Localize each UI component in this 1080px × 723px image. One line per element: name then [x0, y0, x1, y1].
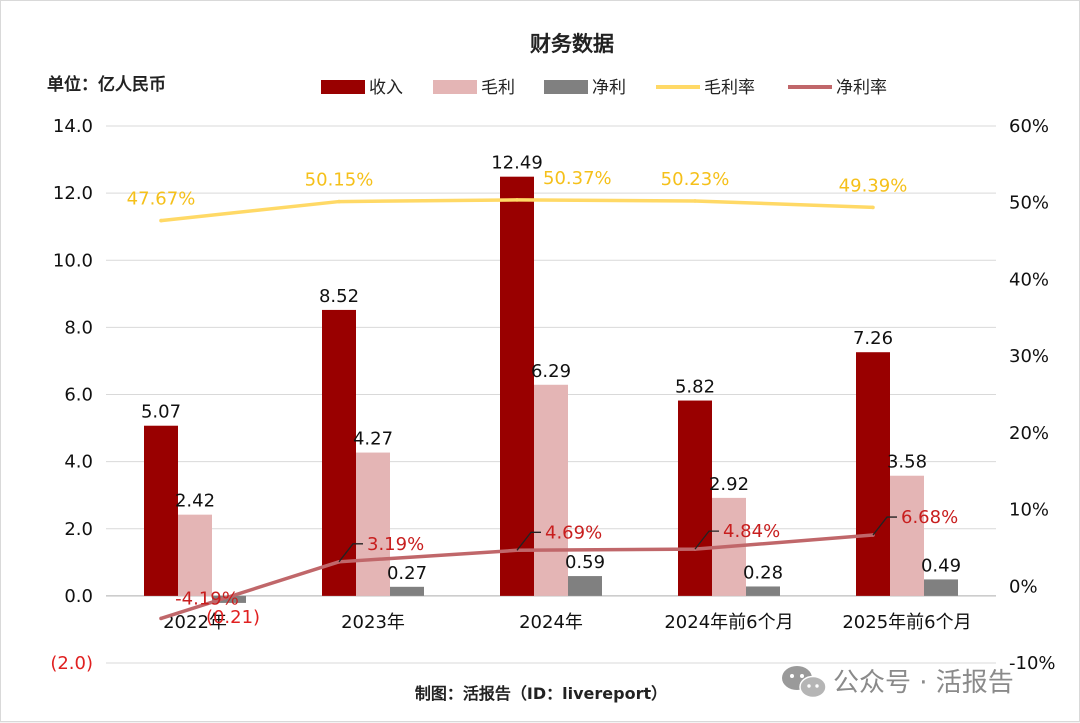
category-label: 2022年	[163, 612, 227, 633]
gross-profit-label: 3.58	[887, 452, 927, 473]
gross-margin-point	[337, 199, 341, 204]
net-margin-label: 3.19%	[367, 534, 424, 555]
legend-label: 收入	[369, 78, 403, 98]
legend-item: 净利	[544, 78, 626, 98]
legend-swatch	[433, 80, 477, 94]
legend: 收入 毛利 净利 毛利率 净利率	[321, 78, 887, 98]
gross-profit-bar	[178, 514, 212, 596]
legend-label: 毛利率	[704, 78, 755, 98]
revenue-label: 7.26	[853, 328, 893, 349]
y-left-tick-label: 12.0	[53, 183, 93, 204]
y-right-tick-label: 20%	[1009, 423, 1049, 444]
gross-margin-point	[871, 205, 875, 210]
chart-title: 财务数据	[530, 32, 614, 56]
category-label: 2024年	[519, 612, 583, 633]
net-margin-label: 6.68%	[901, 507, 958, 528]
gross-margin-label: 50.37%	[543, 168, 612, 189]
legend-label: 净利	[592, 78, 626, 98]
legend-item: 净利率	[788, 78, 887, 98]
revenue-bar	[500, 176, 534, 596]
y-right-tick-label: -10%	[1009, 653, 1056, 674]
gross-profit-label: 4.27	[353, 429, 393, 450]
revenue-label: 8.52	[319, 286, 359, 307]
legend-swatch	[544, 80, 588, 94]
net-profit-bar	[390, 586, 424, 596]
net-margin-label: 4.69%	[545, 522, 602, 543]
wechat-icon	[782, 666, 827, 699]
revenue-bar	[678, 400, 712, 596]
gross-profit-label: 2.92	[709, 474, 749, 495]
axis-tick-labels: (2.0) 0.0 2.0 4.0 6.0 8.0 10.0 12.0 14.0 -10% 0% 10…	[50, 116, 1055, 674]
gross-profit-label: 2.42	[175, 491, 215, 512]
gross-margin-point	[693, 199, 697, 203]
watermark: 公众号 · 活报告	[782, 666, 1014, 699]
y-right-tick-label: 60%	[1009, 116, 1049, 137]
gross-margin-label: 49.39%	[839, 175, 908, 196]
y-left-tick-label: 6.0	[64, 385, 93, 406]
category-label: 2023年	[341, 612, 405, 633]
legend-swatch	[321, 80, 365, 94]
y-right-tick-label: 30%	[1009, 346, 1049, 367]
y-left-tick-label: 14.0	[53, 116, 93, 137]
net-margin-leader-line	[338, 543, 363, 563]
revenue-label: 5.07	[141, 402, 181, 423]
y-left-tick-label: 2.0	[64, 519, 93, 540]
y-left-tick-label: 8.0	[64, 317, 93, 338]
unit-label: 单位：亿人民币	[47, 74, 166, 95]
gross-profit-bar	[534, 384, 568, 596]
revenue-label: 12.49	[491, 153, 543, 174]
net-profit-bar	[924, 579, 958, 596]
gross-profit-bar	[356, 452, 390, 596]
revenue-bar	[322, 309, 356, 596]
net-profit-label: 0.28	[743, 562, 783, 583]
net-margin-leader-line	[516, 531, 541, 551]
gross-margin-point	[515, 198, 519, 202]
net-margin-label: -4.19%	[175, 588, 239, 609]
legend-item: 收入	[321, 78, 403, 98]
gross-margin-point	[159, 218, 163, 223]
net-profit-bar	[746, 586, 780, 596]
net-margin-point	[159, 616, 163, 621]
category-label: 2024年前6个月	[664, 612, 793, 633]
legend-label: 净利率	[836, 78, 887, 98]
y-left-tick-label: (2.0)	[50, 653, 93, 674]
legend-item: 毛利	[433, 78, 515, 98]
legend-item: 毛利率	[656, 78, 755, 98]
data-labels: 5.07 8.52 12.49 5.82 7.26 2.42 4.27 6.29 2.92 3.5…	[127, 153, 961, 628]
revenue-bar	[856, 352, 890, 596]
net-profit-label: (0.21)	[206, 607, 260, 628]
net-profit-bar	[212, 595, 246, 603]
y-left-tick-label: 10.0	[53, 250, 93, 271]
y-right-tick-label: 0%	[1009, 576, 1038, 597]
gross-profit-label: 6.29	[531, 361, 571, 382]
net-profit-label: 0.27	[387, 563, 427, 584]
revenue-bar	[144, 425, 178, 596]
gross-margin-label: 50.15%	[305, 170, 374, 191]
net-margin-leader-line	[872, 516, 897, 536]
revenue-label: 5.82	[675, 377, 715, 398]
y-right-tick-label: 40%	[1009, 269, 1049, 290]
category-label: 2025年前6个月	[842, 612, 971, 633]
source-label: 制图：活报告（ID：livereport）	[415, 684, 667, 703]
legend-label: 毛利	[481, 78, 515, 98]
bars	[144, 176, 958, 603]
net-profit-label: 0.49	[921, 555, 961, 576]
gross-margin-label: 50.23%	[661, 169, 730, 190]
y-right-tick-label: 10%	[1009, 500, 1049, 521]
net-profit-bar	[568, 576, 602, 596]
net-profit-label: 0.59	[565, 552, 605, 573]
net-margin-label: 4.84%	[723, 521, 780, 542]
net-margin-leader-line	[694, 530, 719, 550]
y-left-tick-label: 0.0	[64, 586, 93, 607]
y-right-tick-label: 50%	[1009, 193, 1049, 214]
gross-margin-label: 47.67%	[127, 189, 196, 210]
gross-profit-bar	[890, 475, 924, 596]
watermark-text: 公众号 · 活报告	[833, 668, 1014, 698]
y-left-tick-label: 4.0	[64, 452, 93, 473]
